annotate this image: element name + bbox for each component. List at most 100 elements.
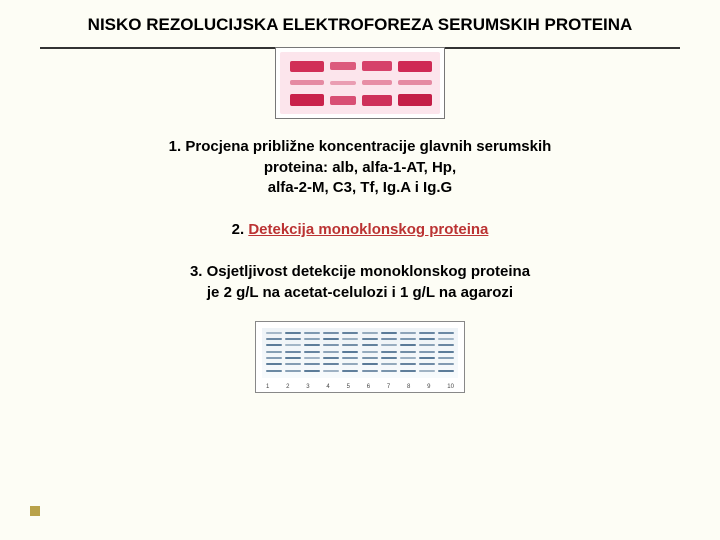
point-3-line-1: 3. Osjetljivost detekcije monoklonskog p… xyxy=(0,262,720,282)
gel2-band xyxy=(362,357,378,359)
gel2-band xyxy=(400,344,416,346)
gel2-band xyxy=(381,338,397,340)
gel2-band xyxy=(362,351,378,353)
gel2-band xyxy=(342,357,358,359)
gel2-lane-label: 6 xyxy=(367,384,370,390)
gel1-lane xyxy=(330,56,356,110)
gel1-band xyxy=(290,94,324,106)
gel2-lane-label: 2 xyxy=(286,384,289,390)
gel2-band xyxy=(419,332,435,334)
gel2-band xyxy=(285,351,301,353)
gel-image-2-labels: 12345678910 xyxy=(266,384,454,390)
gel2-band xyxy=(342,338,358,340)
gel2-lane-label: 9 xyxy=(427,384,430,390)
gel2-band xyxy=(400,338,416,340)
page-title: NISKO REZOLUCIJSKA ELEKTROFOREZA SERUMSK… xyxy=(0,0,720,35)
gel2-band xyxy=(381,363,397,365)
gel-image-1-container xyxy=(0,47,720,119)
gel2-band xyxy=(381,344,397,346)
gel1-band xyxy=(362,61,392,71)
gel2-lane-label: 10 xyxy=(447,384,454,390)
gel2-band xyxy=(419,338,435,340)
gel2-lane xyxy=(304,330,320,374)
gel2-band xyxy=(266,363,282,365)
gel-image-2: 12345678910 xyxy=(255,321,465,393)
gel2-lane-label: 7 xyxy=(387,384,390,390)
gel2-band xyxy=(304,338,320,340)
gel2-band xyxy=(342,363,358,365)
gel-image-1 xyxy=(275,47,445,119)
gel2-band xyxy=(381,351,397,353)
gel2-band xyxy=(438,344,454,346)
gel2-band xyxy=(438,370,454,372)
gel2-band xyxy=(438,332,454,334)
point-1-line-1: 1. Procjena približne koncentracije glav… xyxy=(0,137,720,157)
gel2-lane xyxy=(419,330,435,374)
gel2-band xyxy=(362,338,378,340)
gel2-lane xyxy=(400,330,416,374)
gel2-band xyxy=(323,344,339,346)
gel2-band xyxy=(419,363,435,365)
gel2-band xyxy=(304,363,320,365)
gel2-lane-label: 8 xyxy=(407,384,410,390)
gel2-band xyxy=(419,351,435,353)
gel2-lane xyxy=(438,330,454,374)
gel1-band xyxy=(330,96,356,105)
gel2-lane xyxy=(323,330,339,374)
gel2-lane xyxy=(362,330,378,374)
gel2-band xyxy=(323,332,339,334)
gel2-lane-label: 4 xyxy=(326,384,329,390)
gel2-band xyxy=(285,338,301,340)
gel2-band xyxy=(323,338,339,340)
gel1-band xyxy=(290,61,324,72)
gel1-lane xyxy=(290,56,324,110)
gel2-lane-label: 5 xyxy=(347,384,350,390)
gel2-band xyxy=(362,344,378,346)
point-2: 2. Detekcija monoklonskog proteina xyxy=(0,220,720,240)
gel2-band xyxy=(285,332,301,334)
gel2-band xyxy=(438,351,454,353)
gel2-band xyxy=(419,370,435,372)
gel2-band xyxy=(362,370,378,372)
gel1-lane xyxy=(398,56,432,110)
gel2-band xyxy=(323,363,339,365)
gel2-band xyxy=(323,351,339,353)
point-3: 3. Osjetljivost detekcije monoklonskog p… xyxy=(0,262,720,303)
gel2-band xyxy=(438,363,454,365)
point-2-prefix: 2. xyxy=(232,221,249,238)
gel2-band xyxy=(438,338,454,340)
gel2-band xyxy=(362,332,378,334)
gel2-lane xyxy=(381,330,397,374)
gel1-lane xyxy=(362,56,392,110)
gel-image-2-container: 12345678910 xyxy=(0,321,720,393)
gel1-band xyxy=(362,95,392,106)
gel1-band xyxy=(290,80,324,85)
gel2-band xyxy=(419,344,435,346)
point-3-line-2: je 2 g/L na acetat-celulozi i 1 g/L na a… xyxy=(0,283,720,303)
gel2-band xyxy=(266,357,282,359)
gel2-band xyxy=(438,357,454,359)
point-2-link[interactable]: Detekcija monoklonskog proteina xyxy=(248,221,488,238)
gel2-band xyxy=(419,357,435,359)
gel2-band xyxy=(285,370,301,372)
gel2-band xyxy=(400,351,416,353)
gel1-band xyxy=(398,80,432,85)
bullet-marker-icon xyxy=(30,506,40,516)
gel2-band xyxy=(304,332,320,334)
gel1-band xyxy=(362,80,392,85)
gel2-band xyxy=(266,332,282,334)
gel2-band xyxy=(342,344,358,346)
gel2-band xyxy=(342,332,358,334)
gel2-band xyxy=(342,370,358,372)
gel2-band xyxy=(285,363,301,365)
gel2-band xyxy=(285,357,301,359)
gel2-band xyxy=(323,357,339,359)
gel2-band xyxy=(304,351,320,353)
gel1-band xyxy=(330,81,356,85)
gel2-band xyxy=(362,363,378,365)
point-1: 1. Procjena približne koncentracije glav… xyxy=(0,137,720,198)
gel2-band xyxy=(400,363,416,365)
gel2-band xyxy=(266,338,282,340)
gel2-lane xyxy=(285,330,301,374)
gel-image-2-lanes xyxy=(266,330,454,374)
